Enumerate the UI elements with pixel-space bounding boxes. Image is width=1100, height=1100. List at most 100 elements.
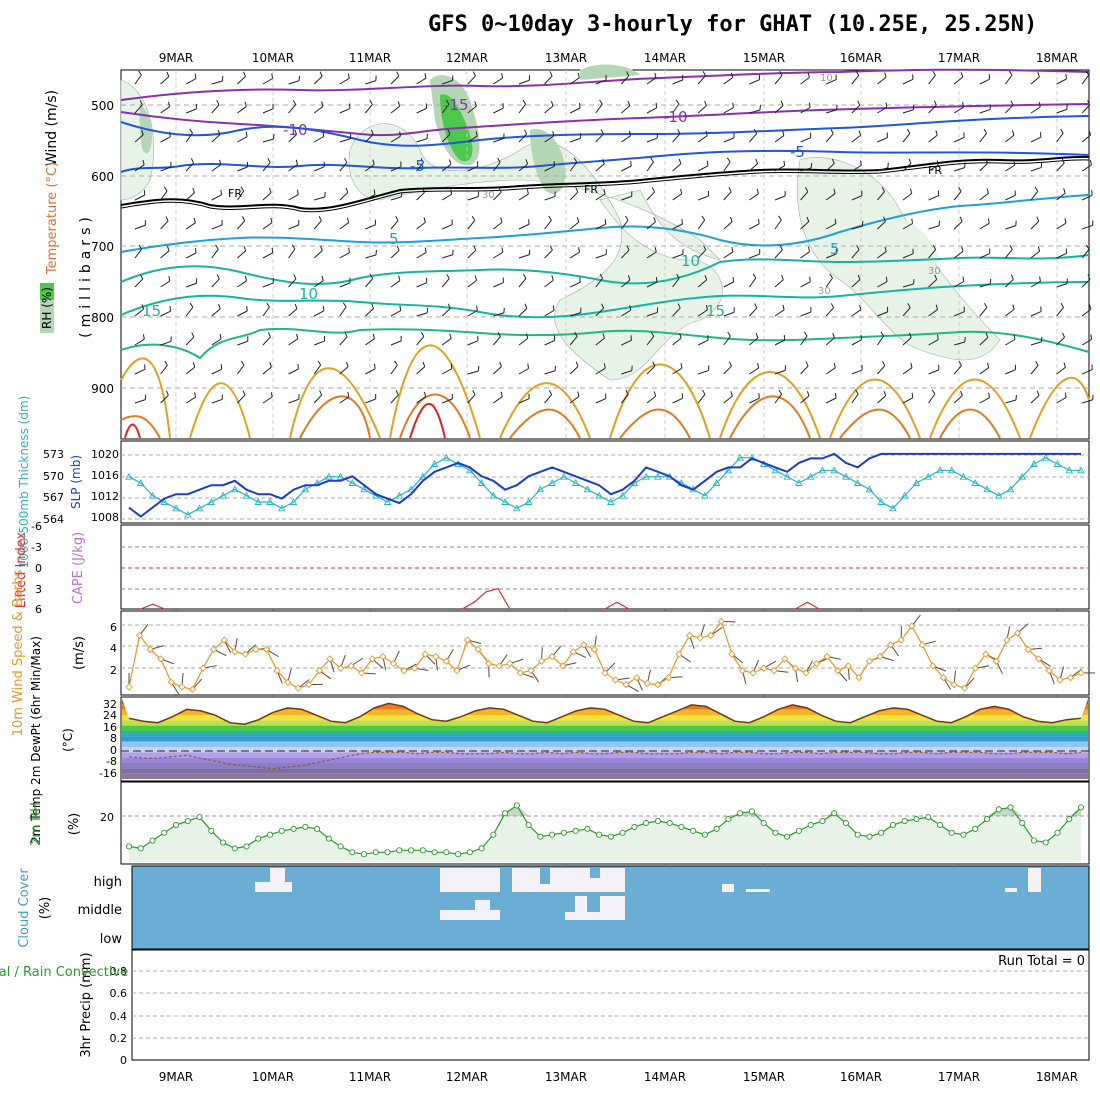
wind-barb-flag (962, 276, 965, 282)
wind-barb-flag (909, 188, 913, 194)
wind-barb (339, 247, 350, 259)
rh2m-marker (431, 849, 438, 856)
wind-barb-shaft (1005, 194, 1016, 201)
thickness-marker (583, 485, 592, 493)
thickness-marker (242, 491, 251, 499)
rh2m-units: (%) (67, 813, 82, 836)
wind-barb-shaft (646, 336, 655, 346)
wind-barb-flag (726, 157, 731, 163)
rh2m-area (129, 805, 1081, 862)
wind-barb-shaft (697, 279, 707, 288)
wind-barb (979, 158, 989, 172)
rh2m-line (128, 804, 1082, 855)
wind-barb (185, 247, 197, 259)
wind-barb-shaft (544, 105, 554, 114)
wind-barb (621, 365, 633, 375)
wind-barb-shaft (493, 312, 505, 317)
wind-barb (749, 393, 760, 404)
rh2m-marker (184, 818, 191, 825)
wind-barb-flag (319, 390, 323, 396)
wind-barb-shaft (262, 108, 274, 114)
cloud-level-low: low (100, 932, 123, 947)
wind-barb-flag (805, 361, 809, 367)
wind-barb-flag (932, 244, 937, 250)
rh-axis-label: RH (%) (40, 287, 54, 329)
wind-barb-shaft (288, 338, 298, 346)
wind-barb-shaft (953, 365, 962, 375)
wind-barb (185, 73, 197, 85)
rh2m-marker (513, 802, 520, 809)
wind-barb (1056, 104, 1068, 114)
wind-barb (595, 159, 605, 172)
wind-barb-flag (270, 392, 273, 398)
wind-barb-flag (678, 158, 682, 164)
wind-barb-flag (369, 274, 374, 279)
wind-barb (390, 245, 400, 259)
wind-barb (748, 273, 757, 288)
wind-barb (467, 245, 477, 259)
thickness-marker (712, 479, 721, 486)
wind-barb (211, 189, 223, 201)
thickness-marker (524, 498, 533, 505)
wind-barb (851, 220, 864, 230)
wind-barb-shaft (979, 133, 987, 143)
wind10-marker (262, 645, 271, 654)
rh2m-marker (549, 831, 556, 838)
wind-barb (185, 392, 197, 404)
wind-barb (416, 133, 428, 143)
wind-barb-flag (933, 100, 937, 106)
wind-barb-shaft (262, 252, 273, 259)
wind-barb (800, 72, 810, 85)
wind-barb-flag (579, 102, 581, 109)
wind-barb-shaft (544, 394, 553, 404)
thickness-marker (994, 491, 1003, 499)
wind-barb (339, 332, 348, 346)
wind-barb-shaft (134, 308, 144, 317)
wind10-marker (537, 657, 546, 665)
wind-barb-shaft (826, 109, 837, 114)
wind-barb (339, 217, 350, 230)
wind-barb (467, 131, 478, 143)
wind10-marker (135, 631, 144, 640)
wind-barb-flag (574, 331, 578, 337)
wind-barb (467, 305, 478, 317)
wind-barb-shaft (416, 162, 424, 172)
thickness-marker (136, 479, 145, 486)
wind-barb-shaft (569, 281, 581, 288)
wind-barb-shaft (851, 249, 860, 259)
wind-barb (160, 246, 170, 259)
wind-barb (595, 273, 604, 288)
wind10-marker (379, 652, 387, 661)
wind-barb-flag (422, 187, 425, 193)
wind10-marker (315, 666, 324, 675)
wind-barb-shaft (595, 367, 606, 375)
wind-barb-flag (624, 215, 629, 221)
wind-barb-flag (701, 389, 706, 395)
wind-barb-flag (1062, 332, 1065, 338)
wind-barb-flag (369, 99, 373, 105)
wind10-marker (527, 666, 535, 675)
thickness-marker (877, 498, 885, 505)
wind-barb-flag (244, 101, 247, 107)
wind-barb-shaft (569, 365, 579, 375)
wind-barb-flag (702, 71, 706, 76)
wind-barb-shaft (441, 308, 451, 317)
wind-barb (646, 277, 658, 288)
wind-barb (467, 161, 479, 172)
wind-barb (211, 304, 221, 317)
wind-barb (467, 101, 477, 114)
rh2m-marker (231, 845, 238, 852)
wind-axis-label: Wind (m/s) (44, 90, 60, 166)
thickness-marker (642, 472, 650, 480)
wind-barb-shaft (646, 191, 655, 201)
wind-barb-flag (1064, 392, 1067, 398)
wind-barb (954, 162, 966, 172)
wind-barb-shaft (288, 278, 297, 288)
wind-barb-shaft (160, 340, 172, 346)
wind-barb-shaft (646, 137, 658, 143)
wind-barb (518, 363, 530, 375)
temperature-band (122, 741, 1088, 747)
wind10-marker (823, 652, 831, 661)
wind-barb-shaft (774, 135, 785, 143)
wind-barb-shaft (160, 76, 170, 85)
